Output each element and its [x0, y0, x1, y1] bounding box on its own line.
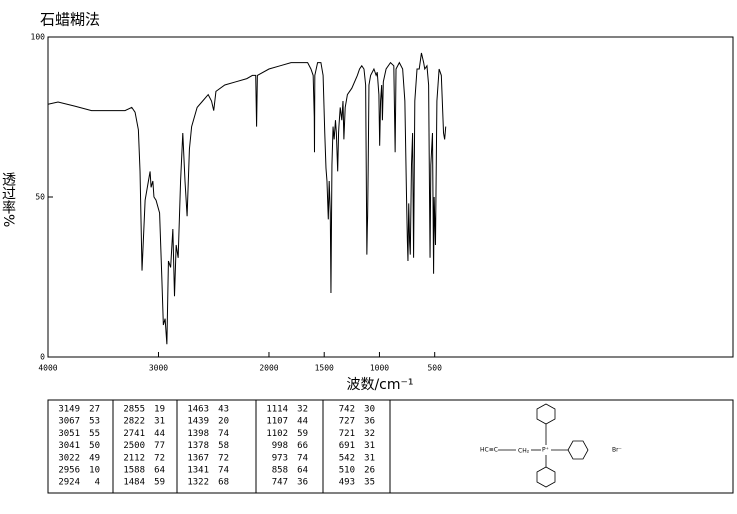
- peak-transmittance: 44: [154, 429, 165, 439]
- peak-wavenumber: 1114: [266, 405, 288, 415]
- peak-wavenumber: 510: [339, 466, 355, 476]
- x-tick-label: 500: [427, 364, 442, 373]
- peak-transmittance: 59: [297, 429, 308, 439]
- peak-wavenumber: 747: [272, 478, 288, 488]
- peak-wavenumber: 2855: [123, 405, 145, 415]
- peak-wavenumber: 998: [272, 441, 288, 451]
- x-tick-label: 2000: [259, 364, 278, 373]
- peak-wavenumber: 721: [339, 429, 355, 439]
- peak-transmittance: 35: [364, 478, 375, 488]
- peak-wavenumber: 3041: [58, 441, 80, 451]
- peak-transmittance: 50: [89, 441, 100, 451]
- plot-frame: [47, 36, 734, 358]
- phenyl-ring: [536, 403, 556, 425]
- peak-wavenumber: 3067: [58, 417, 80, 427]
- peak-transmittance: 31: [364, 453, 375, 463]
- peak-wavenumber: 858: [272, 466, 288, 476]
- peak-wavenumber: 1463: [187, 405, 209, 415]
- phenyl-ring: [536, 466, 556, 488]
- peak-table: [47, 399, 734, 494]
- peak-transmittance: 55: [89, 429, 100, 439]
- peak-wavenumber: 1341: [187, 466, 209, 476]
- y-tick-label: 0: [40, 353, 45, 362]
- peak-transmittance: 72: [218, 453, 229, 463]
- peak-transmittance: 77: [154, 441, 165, 451]
- peak-wavenumber: 1367: [187, 453, 209, 463]
- peak-wavenumber: 2956: [58, 466, 80, 476]
- peak-transmittance: 31: [364, 441, 375, 451]
- phenyl-ring: [567, 440, 589, 460]
- peak-wavenumber: 2924: [58, 478, 80, 488]
- x-tick-label: 1000: [370, 364, 389, 373]
- peak-wavenumber: 2112: [123, 453, 145, 463]
- structure: [498, 403, 589, 488]
- chart-title: 石蜡糊法: [40, 11, 100, 29]
- peak-wavenumber: 1107: [266, 417, 288, 427]
- peak-transmittance: 31: [154, 417, 165, 427]
- peak-transmittance: 66: [297, 441, 308, 451]
- peak-transmittance: 20: [218, 417, 229, 427]
- peak-transmittance: 32: [297, 405, 308, 415]
- peak-transmittance: 36: [364, 417, 375, 427]
- y-tick-label: 50: [35, 193, 45, 202]
- chem-label: Br⁻: [612, 447, 622, 454]
- peak-transmittance: 74: [218, 429, 229, 439]
- x-tick-label: 3000: [149, 364, 168, 373]
- peak-wavenumber: 542: [339, 453, 355, 463]
- peak-wavenumber: 1588: [123, 466, 145, 476]
- peak-transmittance: 58: [218, 441, 229, 451]
- peak-transmittance: 64: [297, 466, 308, 476]
- peak-wavenumber: 2741: [123, 429, 145, 439]
- y-tick-label: 100: [31, 33, 46, 42]
- peak-transmittance: 43: [218, 405, 229, 415]
- peak-transmittance: 74: [218, 466, 229, 476]
- peak-wavenumber: 3149: [58, 405, 80, 415]
- peak-wavenumber: 691: [339, 441, 355, 451]
- peak-transmittance: 10: [89, 466, 100, 476]
- peak-wavenumber: 493: [339, 478, 355, 488]
- peak-transmittance: 19: [154, 405, 165, 415]
- peak-transmittance: 4: [95, 478, 100, 488]
- x-tick-label: 1500: [315, 364, 334, 373]
- peak-transmittance: 36: [297, 478, 308, 488]
- peak-wavenumber: 3022: [58, 453, 80, 463]
- peak-wavenumber: 1484: [123, 478, 145, 488]
- peak-wavenumber: 1322: [187, 478, 209, 488]
- peak-transmittance: 64: [154, 466, 165, 476]
- peak-transmittance: 49: [89, 453, 100, 463]
- peak-transmittance: 44: [297, 417, 308, 427]
- spectrum-line: [47, 52, 447, 345]
- peak-transmittance: 32: [364, 429, 375, 439]
- peak-transmittance: 72: [154, 453, 165, 463]
- peak-transmittance: 26: [364, 466, 375, 476]
- x-tick-label: 4000: [38, 364, 57, 373]
- peak-wavenumber: 2500: [123, 441, 145, 451]
- peak-transmittance: 30: [364, 405, 375, 415]
- peak-transmittance: 27: [89, 405, 100, 415]
- chem-label: CH₂: [518, 448, 530, 455]
- peak-wavenumber: 1102: [266, 429, 288, 439]
- x-axis-label: 波数/cm⁻¹: [346, 377, 413, 393]
- peak-wavenumber: 973: [272, 453, 288, 463]
- peak-wavenumber: 1439: [187, 417, 209, 427]
- peak-wavenumber: 742: [339, 405, 355, 415]
- chem-label: HC≡C: [480, 447, 498, 454]
- peak-transmittance: 74: [297, 453, 308, 463]
- peak-wavenumber: 2822: [123, 417, 145, 427]
- peak-wavenumber: 727: [339, 417, 355, 427]
- peak-transmittance: 68: [218, 478, 229, 488]
- peak-wavenumber: 1378: [187, 441, 209, 451]
- peak-transmittance: 59: [154, 478, 165, 488]
- chem-label: P⁺: [542, 447, 549, 454]
- y-axis-label: 透过率%: [0, 172, 16, 227]
- peak-wavenumber: 1398: [187, 429, 209, 439]
- peak-wavenumber: 3051: [58, 429, 80, 439]
- peak-transmittance: 53: [89, 417, 100, 427]
